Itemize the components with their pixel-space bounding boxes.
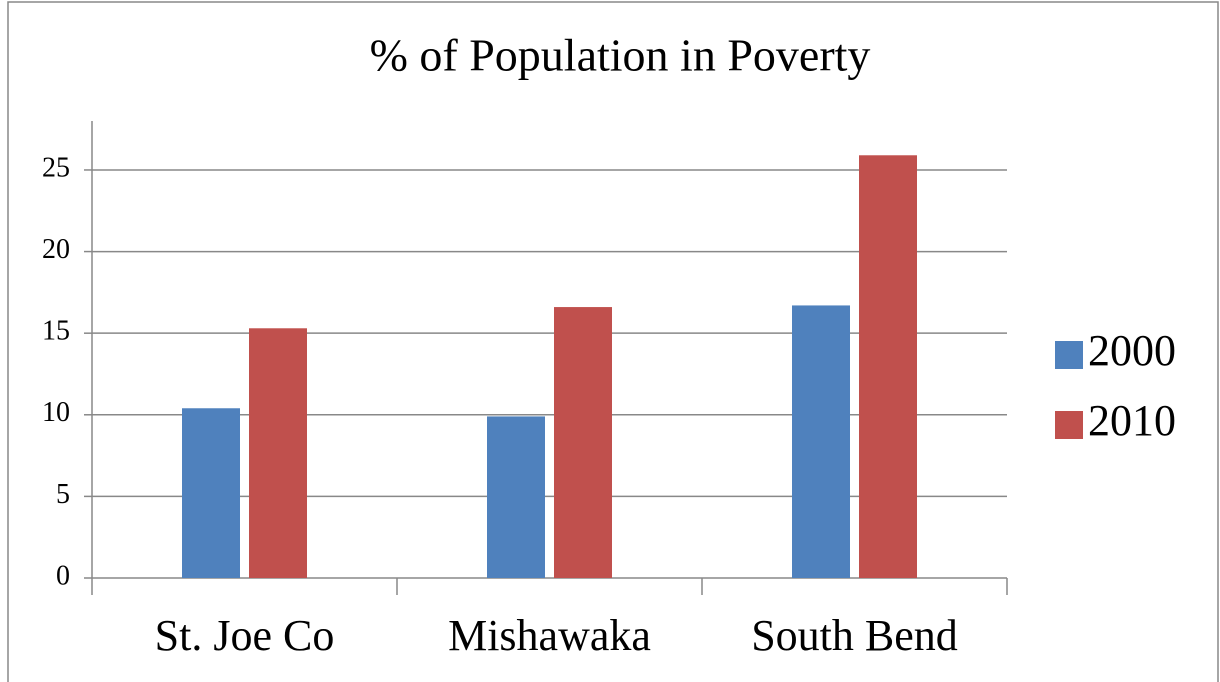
y-tick-label: 15 xyxy=(42,316,70,347)
y-tick-label: 0 xyxy=(56,560,70,591)
bar xyxy=(249,328,307,578)
bar xyxy=(859,155,917,578)
bar xyxy=(554,307,612,578)
y-tick-label: 5 xyxy=(56,479,70,510)
chart-title: % of Population in Poverty xyxy=(370,30,871,81)
x-tick-label: St. Joe Co xyxy=(155,611,335,660)
legend-label: 2000 xyxy=(1088,326,1176,375)
y-tick-label: 10 xyxy=(42,397,70,428)
legend-swatch xyxy=(1055,411,1083,439)
bar xyxy=(182,408,240,578)
bar xyxy=(792,305,850,578)
y-tick-label: 25 xyxy=(42,152,70,183)
chart-border xyxy=(7,1,1219,682)
bar xyxy=(487,416,545,578)
y-tick-label: 20 xyxy=(42,234,70,265)
legend-label: 2010 xyxy=(1088,396,1176,445)
x-tick-label: Mishawaka xyxy=(448,611,651,660)
x-tick-label: South Bend xyxy=(751,611,958,660)
legend-swatch xyxy=(1055,341,1083,369)
